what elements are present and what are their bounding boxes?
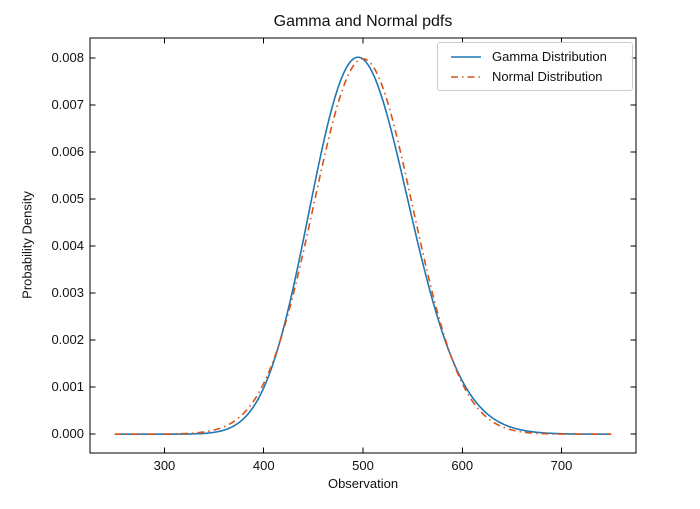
x-tick-label: 400 (252, 458, 275, 473)
legend-line-sample-gamma (451, 55, 481, 58)
legend-entry-normal: Normal Distribution (438, 69, 632, 84)
legend: Gamma Distribution Normal Distribution (437, 42, 633, 91)
x-tick-label: 700 (550, 458, 573, 473)
legend-line-sample-normal (451, 75, 481, 78)
y-axis-label: Probability Density (19, 191, 35, 299)
y-tick-label: 0.004 (51, 237, 84, 253)
y-tick-label: 0.006 (51, 143, 84, 159)
x-axis-label: Observation (327, 476, 399, 491)
x-tick-label: 600 (451, 458, 474, 473)
y-tick-label: 0.005 (51, 190, 84, 206)
y-tick-label: 0.008 (51, 49, 84, 65)
series-curve-1 (114, 57, 612, 435)
y-tick-label: 0.002 (51, 332, 84, 348)
legend-label-gamma: Gamma Distribution (492, 49, 607, 64)
y-tick-label: 0.000 (51, 426, 84, 442)
legend-label-normal: Normal Distribution (492, 69, 603, 84)
y-tick-label: 0.003 (51, 285, 84, 301)
x-tick-label: 300 (153, 458, 176, 473)
x-tick-label: 500 (352, 458, 374, 473)
series-curve-0 (114, 56, 612, 435)
y-tick-label: 0.007 (51, 96, 84, 112)
legend-entry-gamma: Gamma Distribution (438, 49, 632, 64)
y-tick-label: 0.001 (51, 379, 84, 395)
chart-title: Gamma and Normal pdfs (273, 13, 453, 30)
plot-border (89, 37, 637, 454)
